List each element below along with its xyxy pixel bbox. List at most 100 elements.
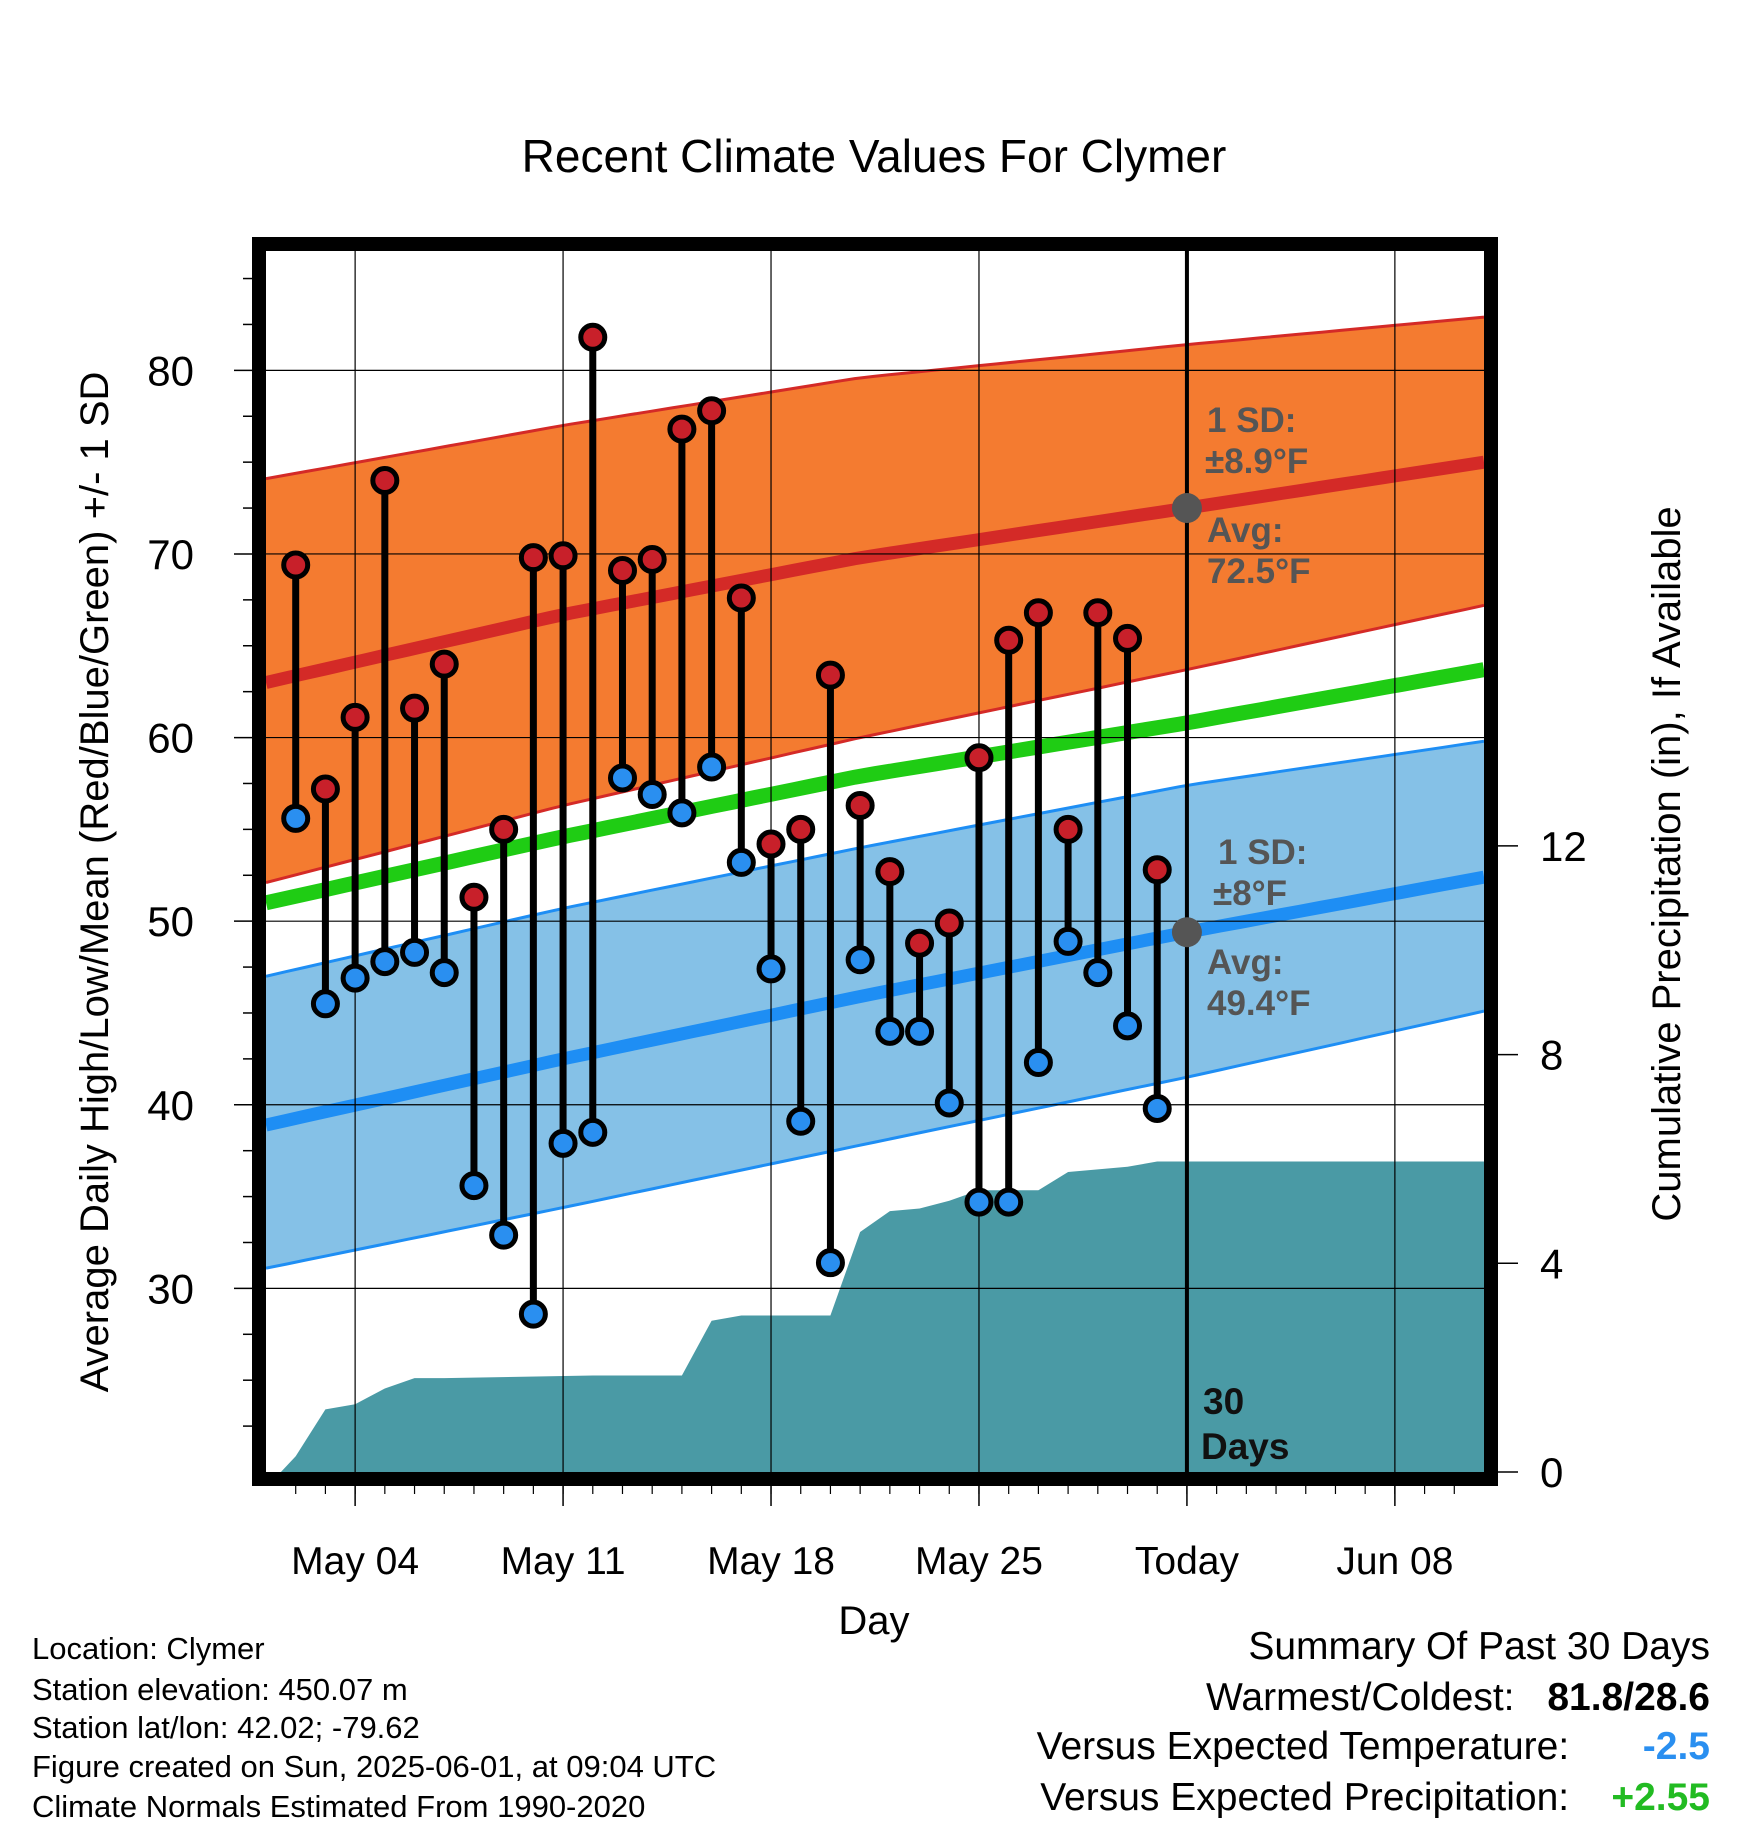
daily-low-point xyxy=(489,1220,519,1250)
daily-low-point xyxy=(548,1128,578,1158)
temp-vs-expected-label: Versus Expected Temperature: xyxy=(1036,1725,1570,1768)
x-tick-label: Jun 08 xyxy=(1336,1540,1453,1583)
daily-high-point xyxy=(1113,623,1143,653)
daily-high-point xyxy=(310,774,340,804)
daily-high-point xyxy=(667,414,697,444)
period-label-number: 30 xyxy=(1203,1381,1244,1422)
daily-high-point xyxy=(815,660,845,690)
high-band xyxy=(266,317,1484,883)
daily-low-point xyxy=(726,847,756,877)
daily-high-point xyxy=(459,882,489,912)
daily-high-point xyxy=(607,555,637,585)
daily-low-point xyxy=(905,1016,935,1046)
high-band-lower xyxy=(266,603,1484,885)
precip-area xyxy=(266,1161,1484,1472)
daily-low-point xyxy=(964,1187,994,1217)
info-created: Figure created on Sun, 2025-06-01, at 09… xyxy=(32,1749,717,1784)
high-normal-line xyxy=(266,455,1484,689)
daily-high-point xyxy=(340,702,370,732)
high-sd-label: 1 SD: xyxy=(1207,401,1296,440)
low-sd-value: ±8°F xyxy=(1213,874,1287,913)
daily-low-point xyxy=(637,779,667,809)
plot-frame xyxy=(252,237,1498,1486)
period-label-unit: Days xyxy=(1201,1426,1289,1467)
daily-low-point xyxy=(340,963,370,993)
daily-high-point xyxy=(370,466,400,496)
info-normals: Climate Normals Estimated From 1990-2020 xyxy=(32,1789,646,1824)
daily-high-point xyxy=(756,829,786,859)
daily-high-point xyxy=(1053,814,1083,844)
daily-high-point xyxy=(281,550,311,580)
low-band-upper xyxy=(266,739,1484,978)
daily-high-point xyxy=(548,541,578,571)
x-tick-label: May 04 xyxy=(291,1540,419,1583)
daily-high-point xyxy=(1083,598,1113,628)
daily-low-point xyxy=(400,937,430,967)
x-axis-label: Day xyxy=(838,1599,909,1643)
x-tick-label: May 25 xyxy=(915,1540,1043,1583)
info-location: Location: Clymer xyxy=(32,1631,265,1666)
daily-low-point xyxy=(459,1171,489,1201)
daily-high-point xyxy=(875,857,905,887)
daily-high-point xyxy=(518,543,548,573)
daily-high-point xyxy=(1023,598,1053,628)
y-tick-label: 60 xyxy=(147,715,194,762)
daily-low-point xyxy=(667,798,697,828)
daily-low-point xyxy=(994,1187,1024,1217)
daily-high-point xyxy=(578,322,608,352)
daily-low-point xyxy=(1023,1048,1053,1078)
daily-high-point xyxy=(905,928,935,958)
daily-low-point xyxy=(815,1248,845,1278)
low-band-lower xyxy=(266,1009,1484,1270)
summary-temp: Versus Expected Temperature: -2.5 xyxy=(1037,1727,1710,1766)
summary-warmest-coldest: Warmest/Coldest: 81.8/28.6 xyxy=(1206,1678,1710,1717)
y-tick-label: 70 xyxy=(147,531,194,578)
mean-normal-line xyxy=(266,662,1484,911)
daily-low-point xyxy=(1142,1093,1172,1123)
today-high-normal-marker xyxy=(1171,493,1202,524)
daily-high-point xyxy=(1142,855,1172,885)
y-tick-label: 40 xyxy=(147,1082,194,1129)
daily-high-point xyxy=(934,908,964,938)
daily-high-point xyxy=(400,693,430,723)
precip-vs-expected-value: +2.55 xyxy=(1611,1776,1710,1819)
y-tick-label: 80 xyxy=(147,347,194,394)
y2-tick-label: 12 xyxy=(1540,823,1587,870)
daily-low-point xyxy=(1113,1011,1143,1041)
daily-low-point xyxy=(370,947,400,977)
high-avg-value: 72.5°F xyxy=(1207,552,1311,591)
daily-high-point xyxy=(786,814,816,844)
daily-high-point xyxy=(726,583,756,613)
daily-low-point xyxy=(310,989,340,1019)
y-tick-label: 30 xyxy=(147,1265,194,1312)
y2-tick-label: 0 xyxy=(1540,1449,1563,1496)
low-normal-line xyxy=(266,870,1484,1132)
info-elevation: Station elevation: 450.07 m xyxy=(32,1672,408,1707)
y2-tick-label: 4 xyxy=(1540,1240,1563,1287)
y-tick-label: 50 xyxy=(147,898,194,945)
daily-low-point xyxy=(578,1117,608,1147)
summary-title: Summary Of Past 30 Days xyxy=(1248,1625,1710,1668)
daily-high-point xyxy=(845,790,875,820)
daily-low-point xyxy=(756,954,786,984)
plot-clipped-layer xyxy=(266,251,1484,1472)
daily-high-point xyxy=(637,544,667,574)
y2-axis-label: Cumulative Precipitation (in), If Availa… xyxy=(1645,506,1689,1221)
summary-precip: Versus Expected Precipitation: +2.55 xyxy=(1040,1778,1710,1817)
temp-vs-expected-value: -2.5 xyxy=(1642,1725,1710,1768)
high-band-upper xyxy=(266,315,1484,481)
daily-low-point xyxy=(429,958,459,988)
precip-vs-expected-label: Versus Expected Precipitation: xyxy=(1040,1776,1570,1819)
chart-title: Recent Climate Values For Clymer xyxy=(522,130,1227,182)
daily-low-point xyxy=(1083,958,1113,988)
y-axis-label: Average Daily High/Low/Mean (Red/Blue/Gr… xyxy=(73,372,117,1393)
daily-low-point xyxy=(518,1299,548,1329)
daily-low-point xyxy=(607,763,637,793)
daily-low-point xyxy=(697,752,727,782)
low-sd-label: 1 SD: xyxy=(1218,833,1307,872)
daily-high-point xyxy=(964,743,994,773)
daily-high-point xyxy=(697,396,727,426)
x-tick-label: May 18 xyxy=(707,1540,835,1583)
daily-low-point xyxy=(1053,926,1083,956)
